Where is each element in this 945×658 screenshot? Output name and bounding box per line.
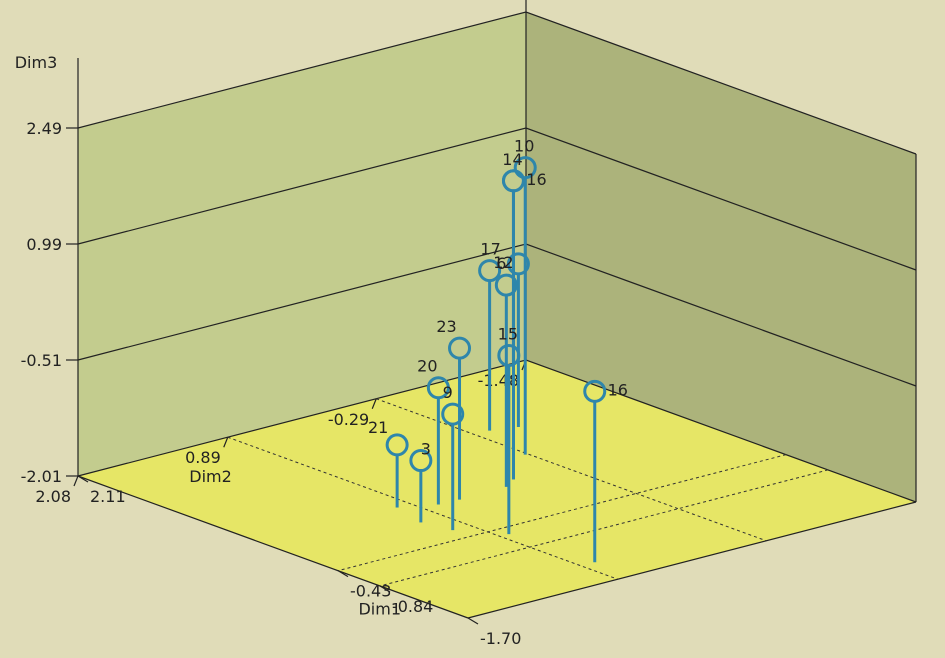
data-point-label: 21 <box>368 418 388 437</box>
data-point-label: 6 <box>496 254 506 273</box>
dim1-tick-label: -0.84 <box>392 597 433 616</box>
data-point-marker <box>441 402 465 426</box>
dim2-tick-label: -0.29 <box>328 410 369 429</box>
data-point-label: 15 <box>498 324 518 343</box>
dim1-tick-label: 2.11 <box>90 487 126 506</box>
floor-gridline <box>337 454 787 572</box>
data-point-label: 9 <box>443 383 453 402</box>
dim1-tick-mark <box>77 475 89 483</box>
dim3-tick-label: 0.99 <box>26 235 62 254</box>
data-point-label: 20 <box>417 357 437 376</box>
chart-stems <box>395 177 597 563</box>
data-point-label: 12 <box>493 253 513 272</box>
data-point-marker <box>513 156 537 180</box>
floor <box>78 360 916 618</box>
side-wall <box>526 12 916 502</box>
data-point-marker <box>385 433 409 457</box>
dim1-tick-mark <box>467 617 479 625</box>
dim3-tick-label: -0.51 <box>21 351 62 370</box>
dim3-axis-label: Dim3 <box>15 53 58 72</box>
dim1-tick-label: -1.70 <box>480 629 521 648</box>
data-point-marker <box>426 376 450 400</box>
data-point-marker <box>448 336 472 360</box>
dim2-tick-label: 0.89 <box>185 448 221 467</box>
data-point-label: 10 <box>514 137 534 156</box>
data-point-label: 14 <box>502 150 522 169</box>
data-point-marker <box>497 343 521 367</box>
dim2-tick-label: 2.08 <box>35 487 71 506</box>
dim1-tick-label: -0.43 <box>350 582 391 601</box>
data-point-marker <box>506 252 530 276</box>
dim2-tick-mark <box>223 437 229 448</box>
dim2-tick-mark <box>73 475 79 487</box>
dim1-tick-mark <box>337 570 349 578</box>
data-point-label: 23 <box>436 317 456 336</box>
data-point-label: 16 <box>526 170 546 189</box>
back-wall <box>78 12 526 476</box>
data-point-marker <box>583 379 607 403</box>
dim3-tick-label: -2.01 <box>21 467 62 486</box>
chart-walls <box>78 12 916 618</box>
data-point-marker <box>478 259 502 283</box>
data-point-marker <box>501 169 525 193</box>
dim2-tick-mark <box>371 398 377 409</box>
floor-edge <box>467 501 917 619</box>
floor-edge <box>77 475 469 619</box>
chart-markers <box>385 156 607 473</box>
dim1-tick-mark <box>379 585 391 593</box>
floor-gridline <box>379 469 829 587</box>
data-point-label: 17 <box>480 240 500 259</box>
dim3-tick-label: 2.49 <box>26 119 62 138</box>
data-point-marker <box>409 449 433 473</box>
data-point-marker <box>494 273 518 297</box>
dim1-axis-label: Dim1 <box>358 599 401 618</box>
data-point-label: 3 <box>421 440 431 459</box>
data-point-label: 16 <box>608 380 628 399</box>
dim2-axis-label: Dim2 <box>189 467 232 486</box>
